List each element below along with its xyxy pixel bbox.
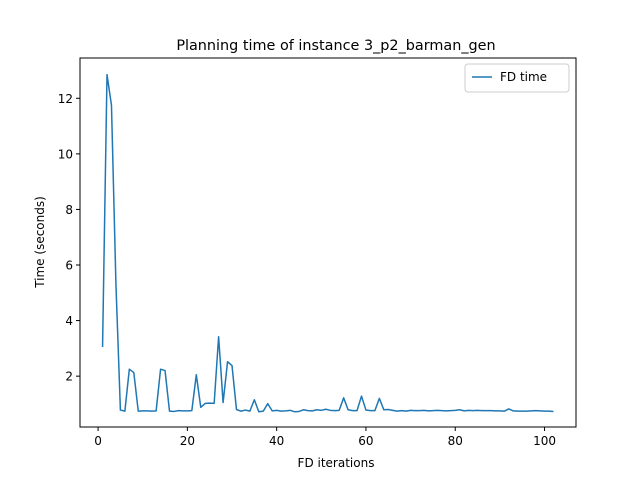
y-tick-label: 12: [58, 92, 73, 106]
x-axis: 0 20 40 60 80 100: [94, 427, 556, 448]
x-tick-label: 0: [94, 434, 102, 448]
axes-frame: [79, 57, 577, 428]
y-tick-label: 2: [65, 370, 73, 384]
series-line-fd-time: [101, 73, 554, 413]
x-tick-label: 20: [180, 434, 195, 448]
x-tick-label: 100: [533, 434, 556, 448]
y-axis: 2 4 6 8 10 12: [58, 92, 80, 384]
y-tick-label: 8: [65, 203, 73, 217]
y-tick-label: 6: [65, 259, 73, 273]
x-axis-label: FD iterations: [298, 456, 375, 470]
y-tick-label: 10: [58, 147, 73, 161]
x-tick-label: 40: [269, 434, 284, 448]
chart-title: Planning time of instance 3_p2_barman_ge…: [176, 38, 495, 54]
y-tick-label: 4: [65, 314, 73, 328]
x-tick-label: 60: [358, 434, 373, 448]
legend-box: [464, 63, 570, 93]
x-tick-label: 80: [448, 434, 463, 448]
legend-label: FD time: [500, 70, 547, 84]
y-axis-label: Time (seconds): [33, 196, 47, 289]
plot-area: [101, 73, 554, 413]
legend: FD time: [464, 63, 570, 93]
